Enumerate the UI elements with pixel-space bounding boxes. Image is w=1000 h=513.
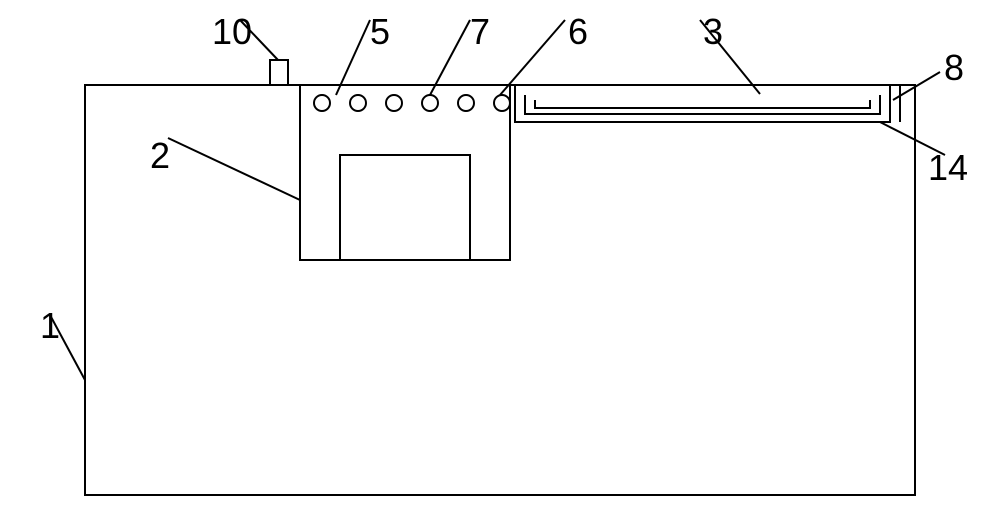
- label-6: 6: [568, 11, 588, 52]
- circle-row: [314, 95, 510, 111]
- labels: 10 5 7 6 3 8 14 2 1: [40, 11, 968, 346]
- part-1-main-rect: [85, 85, 915, 495]
- part-10-tab: [270, 60, 288, 85]
- label-5: 5: [370, 11, 390, 52]
- right-channel: [515, 85, 900, 122]
- part-2-outer: [300, 85, 510, 260]
- label-8: 8: [944, 47, 964, 88]
- label-10: 10: [212, 11, 252, 52]
- label-2: 2: [150, 135, 170, 176]
- label-14: 14: [928, 147, 968, 188]
- lead-6: [500, 20, 565, 95]
- technical-diagram: 10 5 7 6 3 8 14 2 1: [0, 0, 1000, 513]
- part-2-inner: [340, 155, 470, 260]
- lead-2: [168, 138, 300, 200]
- lead-5: [336, 20, 370, 95]
- label-1: 1: [40, 305, 60, 346]
- leader-lines: [50, 20, 945, 380]
- label-7: 7: [470, 11, 490, 52]
- label-3: 3: [703, 11, 723, 52]
- lead-7: [430, 20, 470, 95]
